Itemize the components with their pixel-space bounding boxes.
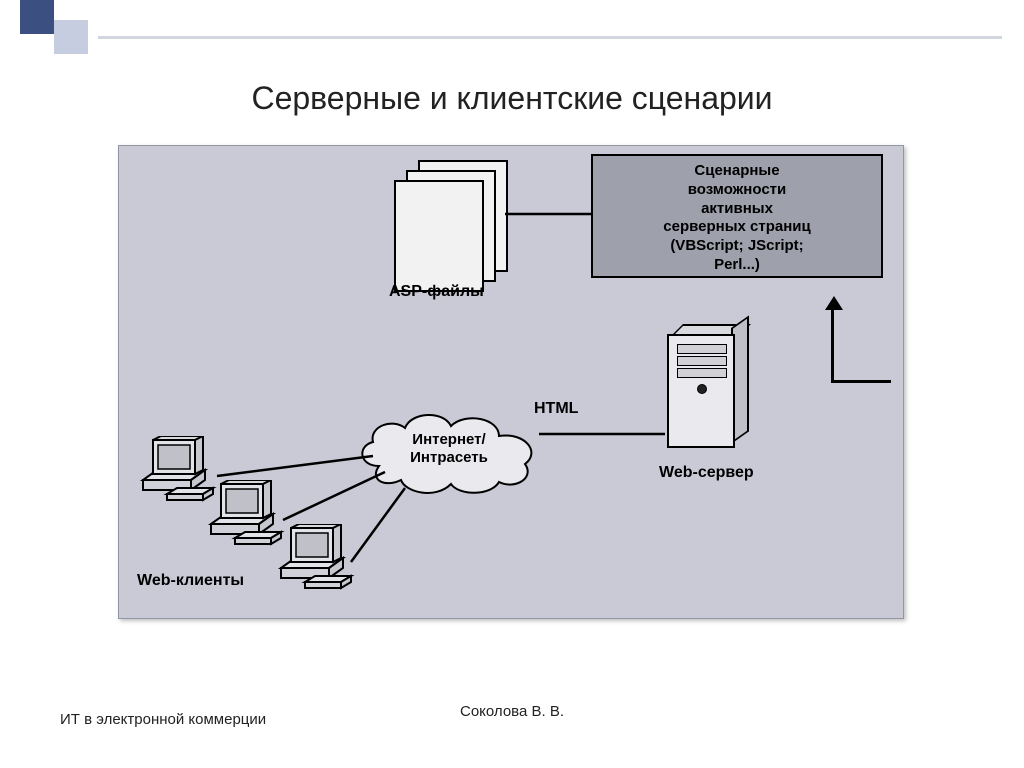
web-clients-label: Web-клиенты [137, 572, 244, 590]
corner-square-dark [20, 0, 54, 34]
diagram-panel: ASP-файлы Сценарныевозможностиактивныхсе… [118, 145, 904, 619]
page-icon [394, 180, 484, 292]
server-power-button [697, 384, 707, 394]
corner-rule [98, 36, 1002, 39]
client-computer-icon [277, 524, 361, 600]
slide: Серверные и клиентские сценарии ASP-файл… [0, 0, 1024, 768]
server-to-scriptbox-edge [831, 380, 891, 383]
script-capabilities-box: Сценарныевозможностиактивныхсерверных ст… [591, 154, 883, 278]
footer-center-text: Соколова В. В. [0, 703, 1024, 720]
server-icon [667, 334, 757, 458]
server-drive-slot [677, 344, 727, 354]
server-to-scriptbox-edge [831, 306, 834, 380]
server-drive-slot [677, 356, 727, 366]
asp-files-label: ASP-файлы [389, 283, 484, 301]
server-drive-slot [677, 368, 727, 378]
cloud-label: Интернет/Интрасеть [379, 431, 519, 467]
server-front-face [667, 334, 735, 448]
slide-title: Серверные и клиентские сценарии [0, 80, 1024, 117]
arrow-head-icon [825, 296, 843, 310]
asp-files-icon [394, 160, 514, 300]
corner-square-light [54, 20, 88, 54]
script-capabilities-text: Сценарныевозможностиактивныхсерверных ст… [593, 162, 881, 275]
web-server-label: Web-сервер [659, 464, 754, 482]
